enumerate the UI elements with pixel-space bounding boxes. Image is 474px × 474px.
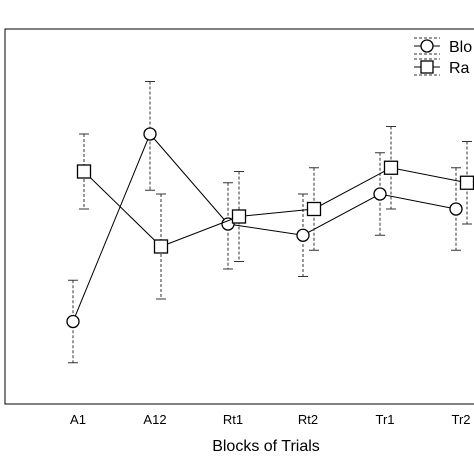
data-point-circle bbox=[66, 314, 80, 329]
x-tick-label: A1 bbox=[70, 412, 86, 427]
x-axis-label: Blocks of Trials bbox=[212, 438, 320, 455]
x-tick-label: A12 bbox=[143, 412, 166, 427]
data-point-square bbox=[383, 160, 399, 175]
x-tick-label: Tr1 bbox=[375, 412, 394, 427]
series-line bbox=[83, 167, 468, 248]
chart-marks bbox=[66, 81, 474, 364]
legend-label: Blo bbox=[449, 39, 472, 56]
data-point-circle bbox=[449, 202, 463, 216]
data-point-square bbox=[231, 209, 247, 224]
data-point-square bbox=[459, 175, 474, 190]
data-point-circle bbox=[221, 217, 235, 231]
legend: Blo Ra bbox=[414, 37, 472, 77]
series-line bbox=[72, 133, 457, 322]
data-point-square bbox=[153, 239, 169, 254]
x-tick-label: Tr2 bbox=[451, 412, 470, 427]
data-point-circle bbox=[296, 228, 310, 242]
data-point-square bbox=[76, 164, 92, 179]
legend-label: Ra bbox=[449, 60, 470, 77]
legend-marker-square bbox=[420, 60, 434, 74]
x-tick-label: Rt1 bbox=[223, 412, 243, 427]
x-tick-labels: A1 A12 Rt1 Rt2 Tr1 Tr2 bbox=[70, 412, 470, 427]
legend-marker-circle bbox=[420, 39, 434, 53]
data-point-square bbox=[306, 201, 322, 217]
data-point-circle bbox=[143, 127, 157, 141]
x-tick-label: Rt2 bbox=[298, 412, 318, 427]
data-point-circle bbox=[373, 187, 387, 201]
